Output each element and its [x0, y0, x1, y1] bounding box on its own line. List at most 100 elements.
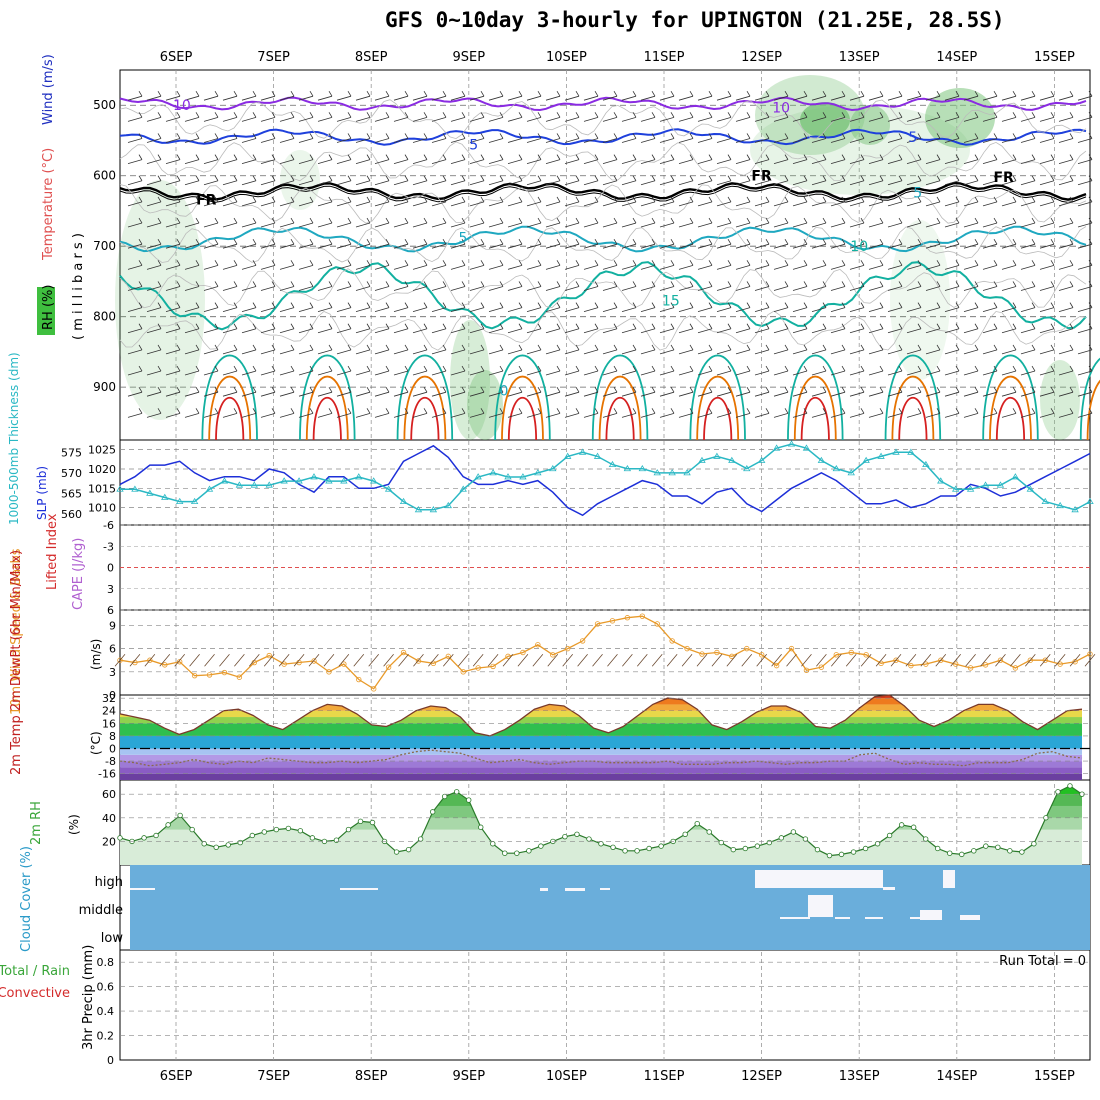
wind-barb [526, 90, 542, 101]
wind-barb [868, 133, 884, 143]
wind-barb [1058, 112, 1074, 122]
wind-barb [165, 112, 181, 122]
precip-tick: 0.8 [97, 956, 115, 969]
wind-barb [545, 323, 561, 334]
wind-barb [564, 238, 580, 249]
wind-barb [811, 90, 827, 101]
contour-line [689, 354, 746, 441]
wind-barb [374, 302, 390, 313]
wind-barb [165, 90, 181, 101]
wind-barb [1077, 238, 1093, 249]
wind-barb [488, 217, 504, 228]
wind-barb [241, 217, 257, 228]
wind-barb [773, 217, 789, 228]
wind10m-barb [950, 653, 961, 667]
wind-barb [317, 196, 333, 207]
wind-barb [887, 112, 903, 122]
wind-barb [469, 386, 485, 397]
wind-barb [868, 281, 884, 291]
wind-barb [1058, 238, 1074, 249]
wind-barb [241, 175, 257, 186]
wind-barb [203, 344, 219, 355]
wind-barb [583, 386, 599, 397]
wind-barb [165, 133, 181, 143]
wind-barb [849, 365, 865, 376]
wind-barb [507, 386, 523, 397]
wind10m-point [669, 638, 675, 644]
date-label-bottom: 11SEP [644, 1069, 685, 1084]
wind-barb [298, 196, 314, 207]
wind-barb [773, 344, 789, 355]
wind-barb [412, 133, 428, 143]
wind-barb [1077, 386, 1093, 397]
wind-barb [203, 90, 219, 101]
wind-barb [659, 260, 675, 270]
wind-barb [1020, 408, 1036, 418]
wind-barb [830, 408, 846, 418]
wind10m-barb [487, 653, 499, 667]
wind-barb [754, 344, 770, 355]
cloud-cell [780, 917, 810, 919]
wind-barb [241, 112, 257, 122]
wind10m-point [803, 667, 810, 673]
wind10m-barb [338, 653, 350, 667]
date-label-top: 9SEP [453, 50, 486, 65]
wind-barb [982, 175, 998, 186]
wind-barb [564, 408, 580, 418]
rh2m-point [225, 842, 231, 848]
wind-barb [355, 386, 371, 397]
wind-barb [393, 154, 409, 165]
wind10m-point [714, 649, 720, 656]
wind-barb [678, 344, 694, 355]
cloud-cell [600, 888, 610, 890]
wind-barb [868, 344, 884, 355]
wind-barb [317, 344, 333, 355]
wind-barb [393, 90, 409, 101]
cloud-background [130, 865, 1090, 950]
wind-barb [811, 302, 827, 313]
wind-barb [1058, 408, 1074, 418]
wind-barb [773, 175, 789, 186]
wind-barb [412, 260, 428, 270]
wind10m-point [833, 652, 840, 658]
wind-barb [279, 344, 295, 355]
wind-barb [944, 238, 960, 249]
wind-barb [165, 408, 181, 418]
wind-barb [754, 175, 770, 186]
wind-barb [735, 260, 751, 270]
wind-barb [298, 133, 314, 143]
thickness-line-point [832, 464, 841, 472]
wind10m-point [520, 649, 526, 656]
cloud-cell [920, 910, 942, 920]
wind-barb [716, 344, 732, 355]
date-label-top: 15SEP [1034, 50, 1075, 65]
contour-line [396, 354, 454, 441]
rh2m-point [754, 843, 761, 849]
wind-barb [849, 323, 865, 334]
wind10m-barb [935, 653, 947, 667]
wind-barb [583, 408, 599, 418]
wind-barb [374, 408, 390, 418]
wind-barb [925, 365, 941, 376]
wind-barb [317, 238, 333, 249]
wind-barb [184, 281, 200, 291]
wind10m-barb [651, 653, 663, 667]
rh2m-panel: 20 40 60 [102, 783, 1090, 865]
wind-barb [773, 112, 789, 122]
wind-barb [906, 386, 922, 397]
wind-barb [450, 323, 466, 334]
rh2m-point [273, 826, 280, 833]
rh2m-point [1067, 783, 1073, 789]
wind-barb [716, 281, 732, 291]
li-tick: 0 [107, 562, 114, 575]
wind-barb [716, 112, 732, 122]
wind-barb [982, 260, 998, 270]
wind-barb [925, 260, 941, 270]
wind-barb [792, 238, 808, 249]
wind-barb [1058, 154, 1074, 165]
wind-barb [735, 217, 751, 228]
cloud-cell [865, 917, 883, 919]
wind-barb [754, 196, 770, 207]
wind-barb [355, 196, 371, 207]
wind-barb [469, 238, 485, 249]
